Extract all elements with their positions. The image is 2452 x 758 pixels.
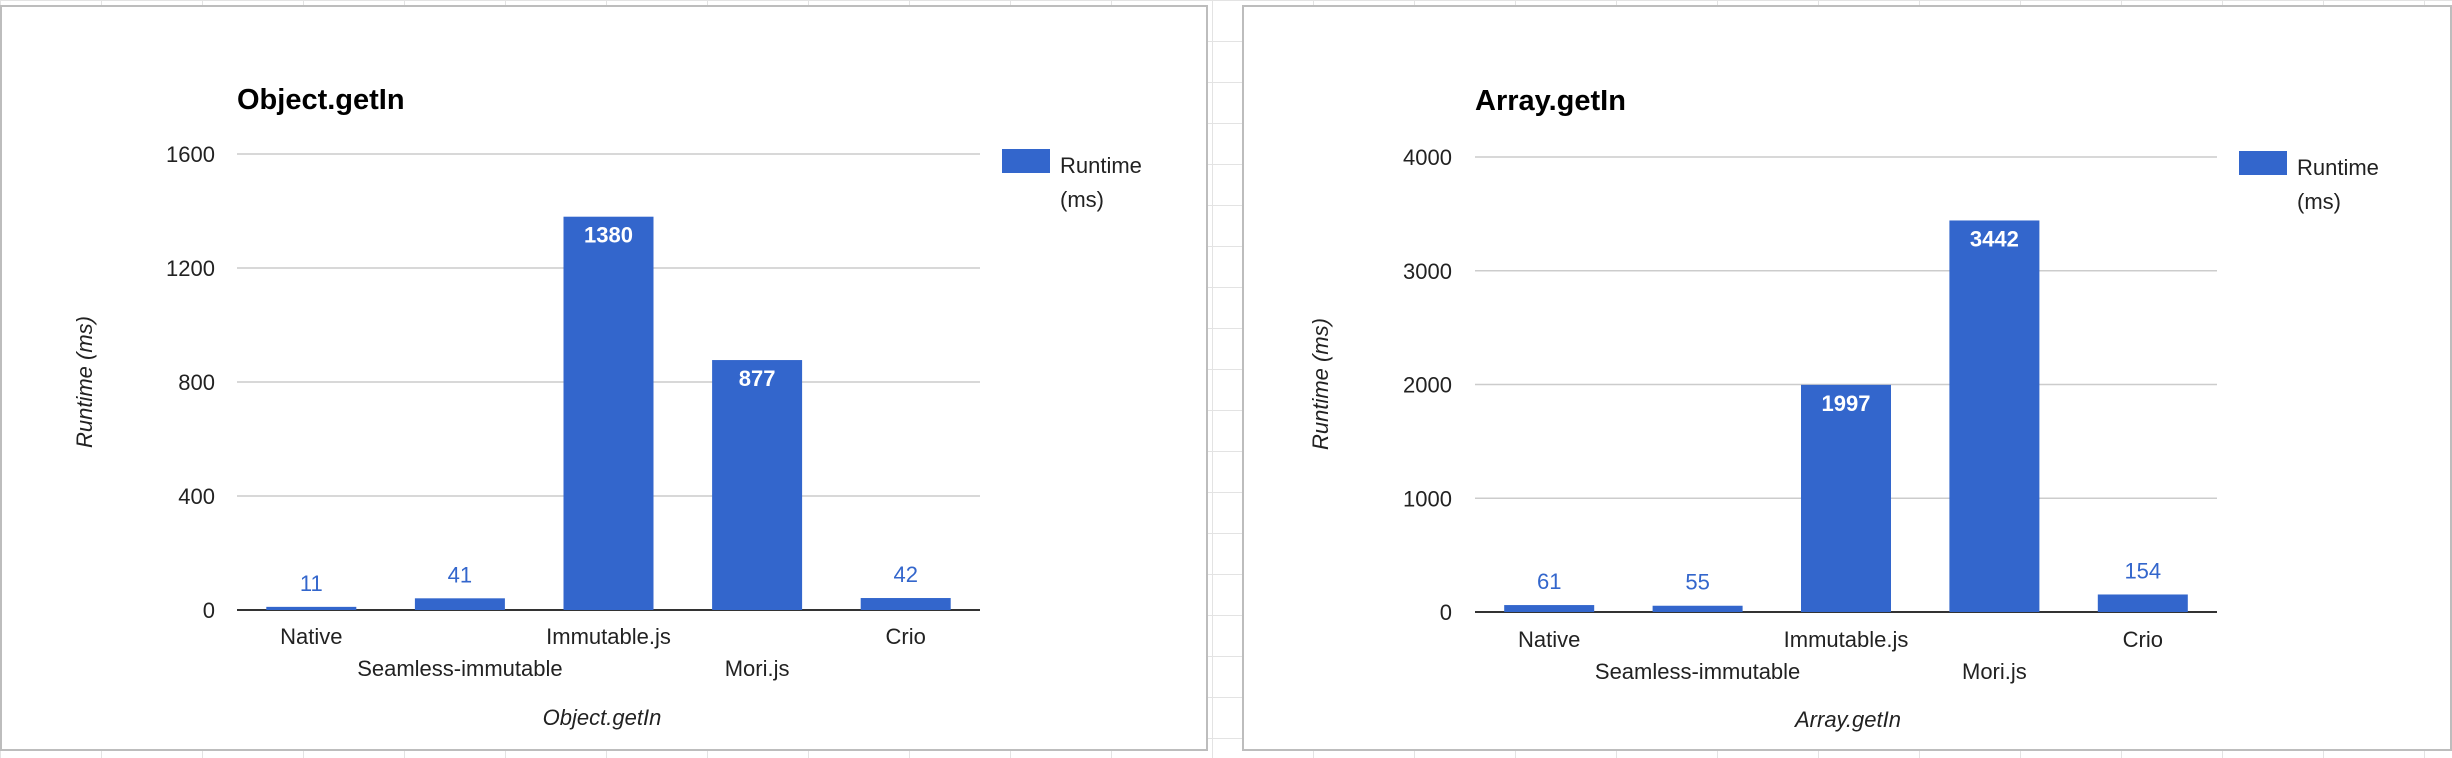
array-getin-chart-svg: Array.getIn 0 1000 2000 3000 4000 61 Native 55 S… [1308, 85, 2379, 732]
x-category-label: Mori.js [725, 656, 790, 681]
bar-crio [860, 598, 951, 610]
object-getin-chart-svg: Object.getIn 0 400 800 1200 1600 11 Native 41 Se… [72, 84, 1142, 730]
x-category-label: Immutable.js [1784, 627, 1909, 652]
bar-immutable-js [1801, 384, 1891, 612]
data-label: 41 [448, 562, 472, 587]
data-label: 42 [893, 562, 917, 587]
legend-label-line1: Runtime [1060, 153, 1142, 178]
x-category-label: Seamless-immutable [357, 656, 562, 681]
bar-immutable-js [563, 216, 654, 610]
object-getin-chart: Object.getIn 0 400 800 1200 1600 11 Native 41 Se… [0, 5, 1208, 751]
bar-crio [2097, 594, 2188, 612]
legend-label-line2: (ms) [1060, 187, 1104, 212]
bar-native [266, 606, 357, 610]
data-label: 55 [1685, 570, 1709, 595]
y-tick-label: 3000 [1403, 259, 1452, 284]
data-label: 1380 [584, 223, 633, 248]
bar-mori-js [1949, 220, 2040, 612]
y-tick-label: 0 [203, 598, 215, 623]
x-category-label: Native [280, 624, 342, 649]
legend-swatch [2239, 151, 2287, 175]
chart-title: Array.getIn [1475, 85, 1626, 117]
x-category-label: Native [1518, 627, 1580, 652]
data-label: 1997 [1822, 391, 1871, 416]
y-axis-title: Runtime (ms) [1308, 318, 1333, 450]
bar-mori-js [712, 360, 803, 610]
data-label: 61 [1537, 569, 1561, 594]
data-label: 3442 [1970, 226, 2019, 251]
chart-legend: Runtime (ms) [1002, 149, 1142, 212]
data-label: 877 [739, 366, 776, 391]
y-tick-label: 1200 [166, 256, 215, 281]
bar-native [1504, 605, 1595, 612]
bar-seamless-immutable [1652, 605, 1743, 612]
x-category-label: Crio [2123, 627, 2163, 652]
x-category-label: Mori.js [1962, 659, 2027, 684]
array-getin-chart: Array.getIn 0 1000 2000 3000 4000 61 Native 55 S… [1242, 5, 2452, 751]
y-tick-label: 400 [178, 484, 215, 509]
y-tick-label: 4000 [1403, 145, 1452, 170]
legend-label-line2: (ms) [2297, 189, 2341, 214]
x-category-label: Immutable.js [546, 624, 671, 649]
bar-seamless-immutable [414, 598, 505, 610]
y-tick-label: 1000 [1403, 486, 1452, 511]
y-tick-label: 0 [1440, 600, 1452, 625]
y-tick-label: 800 [178, 370, 215, 395]
x-axis-title: Array.getIn [1793, 707, 1901, 732]
y-axis-title: Runtime (ms) [72, 316, 97, 448]
data-label: 154 [2124, 558, 2161, 583]
y-tick-label: 2000 [1403, 373, 1452, 398]
y-tick-label: 1600 [166, 142, 215, 167]
legend-swatch [1002, 149, 1050, 173]
x-axis-title: Object.getIn [543, 705, 662, 730]
chart-title: Object.getIn [237, 84, 405, 116]
legend-label-line1: Runtime [2297, 155, 2379, 180]
chart-legend: Runtime (ms) [2239, 151, 2379, 214]
x-category-label: Seamless-immutable [1595, 659, 1800, 684]
x-category-label: Crio [886, 624, 926, 649]
data-label: 11 [300, 571, 323, 596]
